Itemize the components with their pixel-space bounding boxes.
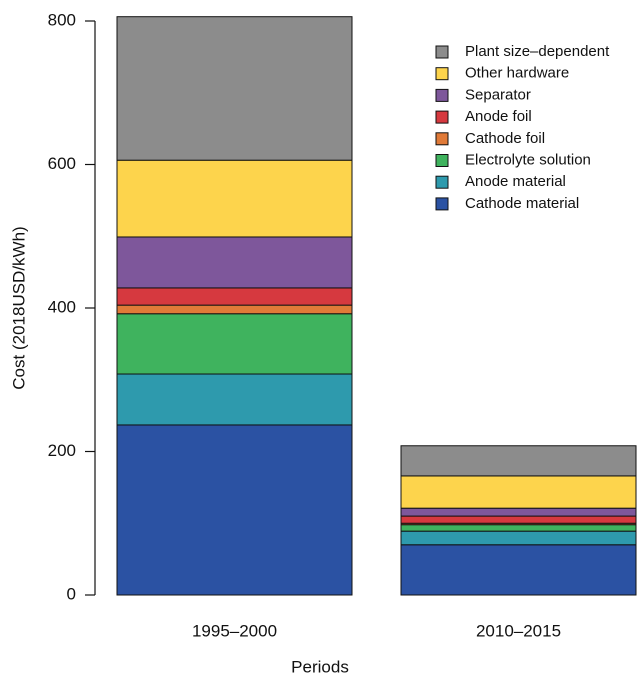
bar-segment [116,287,353,306]
bar-segment [400,530,637,546]
bar-segment [400,524,637,532]
legend-swatch [435,154,449,167]
y-axis-label: Cost (2018USD/kWh) [9,226,28,389]
legend-label: Anode material [465,173,566,190]
bar-segment [116,236,353,289]
bar-segment [116,313,353,375]
bar-segment [116,16,353,161]
y-tick-label: 0 [67,584,76,603]
bar-segment [400,507,637,517]
legend-label: Anode foil [465,108,532,125]
legend-label: Electrolyte solution [465,151,591,168]
y-tick-label: 400 [48,297,76,316]
legend-label: Separator [465,86,531,103]
legend-label: Plant size–dependent [465,43,610,60]
y-tick-label: 200 [48,441,76,460]
legend-swatch [435,197,449,211]
bar-segment [400,544,637,596]
legend-swatch [435,88,449,102]
bar-segment [116,304,353,315]
legend-label: Cathode foil [465,130,545,147]
bar-segment [400,445,637,477]
bar-segment [116,159,353,238]
legend-swatch [435,132,449,146]
bar-segment [400,515,637,524]
y-tick-label: 800 [48,10,76,29]
x-tick-label: 2010–2015 [476,621,561,640]
legend-label: Cathode material [465,195,579,212]
x-axis-label: Periods [291,657,349,676]
x-tick-label: 1995–2000 [192,621,277,640]
y-tick-label: 600 [48,154,76,173]
bar-segment [116,373,353,426]
legend-swatch [435,175,449,189]
legend-label: Other hardware [465,65,569,82]
legend-swatch [435,45,449,59]
bar-segment [400,475,637,509]
legend-swatch [435,110,449,124]
legend-swatch [435,67,449,81]
bar-segment [116,424,353,596]
